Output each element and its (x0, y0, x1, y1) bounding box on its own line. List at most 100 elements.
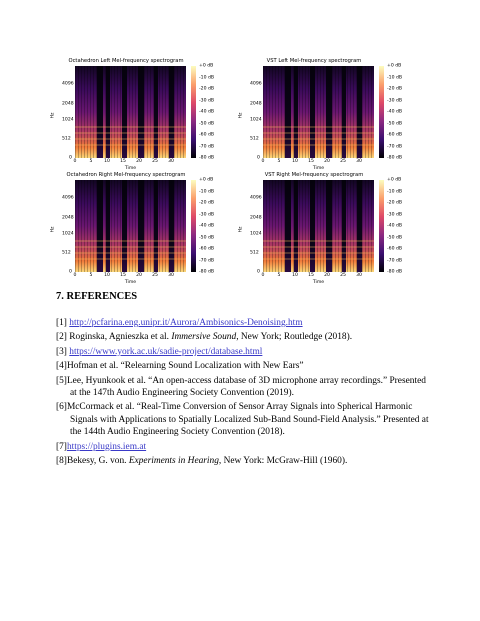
reference-number: [1] (56, 318, 70, 328)
reference-6: [6]McCormack et al. “Real-Time Conversio… (56, 401, 430, 438)
colorbar-tick-label: -70 dB (199, 144, 215, 149)
reference-8: [8]Bekesy, G. von. Experiments in Hearin… (56, 455, 430, 467)
spectrogram-figure: Octahedron Left Mel-frequency spectrogra… (50, 58, 228, 174)
silence-gap (97, 180, 103, 272)
reference-link[interactable]: https://www.york.ac.uk/sadie-project/dat… (69, 346, 263, 357)
harmonic-band (75, 144, 186, 146)
silence-gap (169, 66, 174, 158)
reference-5: [5]Lee, Hyunkook et al. “An open-access … (56, 375, 430, 400)
y-tick-label: 4096 (62, 81, 74, 87)
colorbar-tick-label: -20 dB (387, 200, 403, 206)
colorbar (379, 180, 384, 272)
colorbar-tick-label: -30 dB (199, 98, 215, 103)
colorbar-tick-label: -30 dB (387, 212, 403, 217)
x-tick-label: 15 (120, 273, 126, 278)
silence-gap (106, 66, 110, 158)
harmonic-band (263, 252, 374, 254)
reference-text: Lee, Hyunkook et al. “An open-access dat… (66, 375, 426, 399)
silence-gap (310, 180, 315, 272)
y-tick-label: 2048 (250, 101, 262, 107)
silence-gap (154, 66, 158, 158)
harmonic-band (263, 240, 374, 242)
reference-title: Immersive Sound (171, 332, 237, 343)
reference-1: [1] http://pcfarina.eng.unipr.it/Aurora/… (56, 317, 430, 329)
colorbar-tick-label: -60 dB (199, 132, 215, 138)
colorbar-tick-label: -60 dB (199, 246, 215, 252)
colorbar-tick-label: -10 dB (199, 189, 215, 194)
x-ticks: 0 5 10 15 20 25 30 (74, 159, 186, 165)
y-axis-label: Hz (238, 226, 244, 233)
y-axis-label: Hz (238, 112, 244, 119)
reference-link[interactable]: http://pcfarina.eng.unipr.it/Aurora/Ambi… (69, 318, 303, 328)
silence-gap (342, 180, 346, 272)
y-tick-label: 512 (62, 136, 71, 142)
harmonic-band (263, 144, 374, 146)
x-axis-label: Time (124, 280, 137, 285)
x-tick-label: 5 (277, 159, 281, 164)
x-tick-label: 15 (308, 159, 314, 164)
x-tick-label: 10 (104, 159, 110, 164)
colorbar (191, 180, 196, 272)
x-tick-label: 10 (104, 273, 110, 278)
x-axis-label: Time (312, 166, 325, 171)
harmonic-band (75, 132, 186, 134)
x-tick-label: 25 (340, 273, 346, 278)
silence-gap (285, 180, 291, 272)
silence-gap (294, 66, 298, 158)
y-tick-label: 1024 (62, 231, 74, 237)
colorbar-tick-label: -20 dB (199, 200, 215, 206)
harmonic-band (75, 138, 186, 140)
harmonic-band (263, 132, 374, 134)
x-tick-label: 20 (324, 273, 330, 278)
silence-gap (154, 180, 158, 272)
colorbar-tick-label: -50 dB (387, 235, 403, 240)
reference-text: McCormack et al. “Real-Time Conversion o… (66, 402, 429, 438)
x-tick-label: 0 (261, 159, 265, 164)
spectrogram-image (263, 180, 374, 272)
x-tick-label: 0 (261, 273, 265, 278)
colorbar-tick-label: -70 dB (387, 258, 403, 263)
y-tick-label: 0 (257, 155, 260, 161)
colorbar-tick-label: +0 dB (199, 177, 214, 183)
silence-gap (357, 66, 362, 158)
harmonic-band (75, 240, 186, 242)
harmonic-band (263, 138, 374, 140)
spectrogram-image (263, 66, 374, 158)
colorbar-tick-label: -40 dB (387, 109, 403, 115)
x-tick-label: 25 (152, 159, 158, 164)
reference-number: [7] (56, 441, 67, 452)
y-tick-label: 1024 (250, 231, 262, 237)
reference-number: [3] (56, 346, 70, 357)
figure-title: VST Right Mel-frequency spectrogram (264, 172, 364, 178)
silence-gap (97, 66, 103, 158)
reference-number: [5] (56, 375, 67, 386)
x-tick-label: 0 (73, 273, 77, 278)
x-tick-label: 25 (340, 159, 346, 164)
harmonic-band (263, 246, 374, 248)
x-axis-label: Time (124, 166, 137, 171)
figure-title: VST Left Mel-frequency spectrogram (266, 58, 362, 64)
silence-gap (106, 180, 110, 272)
reference-text: , New York: McGraw-Hill (1960). (218, 456, 348, 467)
reference-link[interactable]: https://plugins.iem.at (66, 441, 147, 452)
spectrogram-figure: VST Right Mel-frequency spectrogram 4096 2… (238, 172, 416, 288)
colorbar-tick-label: -50 dB (199, 235, 215, 240)
silence-gap (357, 180, 362, 272)
x-tick-label: 30 (168, 273, 174, 278)
silence-gap (342, 66, 346, 158)
colorbar-tick-label: -80 dB (387, 155, 403, 161)
reference-number: [2] (56, 332, 70, 343)
colorbar-tick-label: -20 dB (199, 86, 215, 92)
reference-3: [3] https://www.york.ac.uk/sadie-project… (56, 346, 430, 358)
silence-gap (310, 66, 315, 158)
colorbar-tick-label: -60 dB (387, 246, 403, 252)
spectrogram-figure: Octahedron Right Mel-frequency spectrogr… (50, 172, 228, 288)
y-tick-label: 512 (62, 250, 71, 256)
x-tick-label: 10 (292, 159, 298, 164)
colorbar-tick-label: -10 dB (387, 75, 403, 80)
x-tick-label: 20 (136, 159, 142, 164)
y-axis-label: Hz (50, 226, 56, 233)
silence-gap (138, 66, 144, 158)
colorbar-tick-label: -40 dB (199, 223, 215, 229)
colorbar-tick-label: -10 dB (199, 75, 215, 80)
